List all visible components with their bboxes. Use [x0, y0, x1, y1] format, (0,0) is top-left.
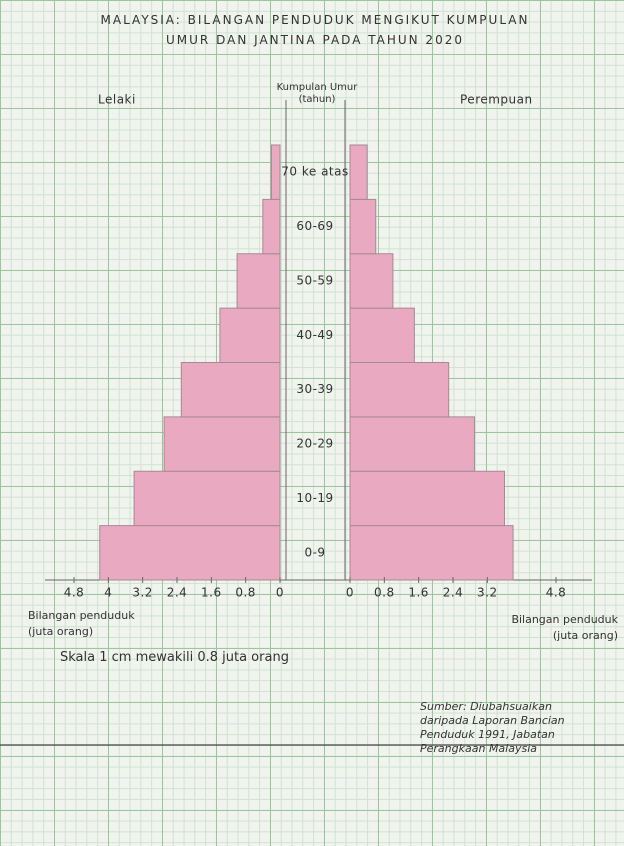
- x-axis-label: Bilangan penduduk (juta orang): [511, 613, 618, 642]
- x-tick-label: 0: [346, 586, 354, 600]
- x-tick-label: 4.8: [546, 586, 567, 600]
- source: Sumber: Diubahsuaikan daripada Laporan B…: [420, 700, 565, 755]
- bar: [349, 144, 368, 200]
- scale-note: Skala 1 cm mewakili 0.8 juta orang: [60, 650, 289, 665]
- x-tick-label: 3.2: [477, 586, 498, 600]
- category-label: 40-49: [296, 328, 333, 342]
- chart-title: MALAYSIA: BILANGAN PENDUDUK MENGIKUT KUM…: [100, 13, 530, 47]
- bar: [219, 307, 281, 363]
- y-axis-label: Kumpulan Umur (tahun): [276, 82, 358, 105]
- x-axis-label: Bilangan penduduk (juta orang): [28, 609, 135, 638]
- bar: [262, 198, 281, 255]
- category-label: 70 ke atas: [281, 165, 348, 179]
- x-tick-label: 0: [276, 586, 284, 600]
- x-tick-label: 0.8: [374, 586, 395, 600]
- x-tick-label: 2.4: [443, 586, 464, 600]
- bar: [163, 416, 281, 472]
- bar: [349, 198, 377, 255]
- bar: [133, 470, 281, 527]
- category-label: 50-59: [296, 273, 333, 287]
- bar: [349, 525, 514, 581]
- bar: [236, 253, 281, 309]
- legend-label: Perempuan: [460, 93, 533, 107]
- legend-label: Lelaki: [98, 93, 136, 107]
- bar: [349, 362, 450, 418]
- x-tick-label: 3.2: [132, 586, 153, 600]
- bar: [180, 362, 281, 418]
- bar: [99, 525, 281, 581]
- x-tick-label: 4.8: [64, 586, 85, 600]
- category-label: 20-29: [296, 437, 333, 451]
- x-tick-label: 4: [104, 586, 112, 600]
- bar: [349, 253, 394, 309]
- x-tick-label: 1.6: [408, 586, 429, 600]
- x-tick-label: 0.8: [235, 586, 256, 600]
- bar: [270, 144, 281, 200]
- bar: [349, 416, 475, 472]
- category-label: 60-69: [296, 219, 333, 233]
- bar: [349, 470, 505, 527]
- x-tick-label: 2.4: [167, 586, 188, 600]
- category-label: 10-19: [296, 491, 333, 505]
- x-tick-label: 1.6: [201, 586, 222, 600]
- category-label: 30-39: [296, 382, 333, 396]
- bar: [349, 307, 415, 363]
- category-label: 0-9: [304, 545, 325, 559]
